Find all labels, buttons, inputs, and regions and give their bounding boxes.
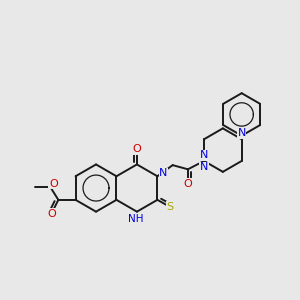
Text: O: O: [47, 209, 56, 219]
Text: S: S: [166, 202, 173, 212]
Text: N: N: [200, 150, 208, 161]
Text: N: N: [238, 128, 246, 138]
Text: O: O: [184, 179, 192, 189]
Text: O: O: [133, 144, 141, 154]
Text: O: O: [49, 179, 58, 189]
Text: N: N: [200, 162, 208, 172]
Text: N: N: [159, 169, 168, 178]
Text: NH: NH: [128, 214, 143, 224]
